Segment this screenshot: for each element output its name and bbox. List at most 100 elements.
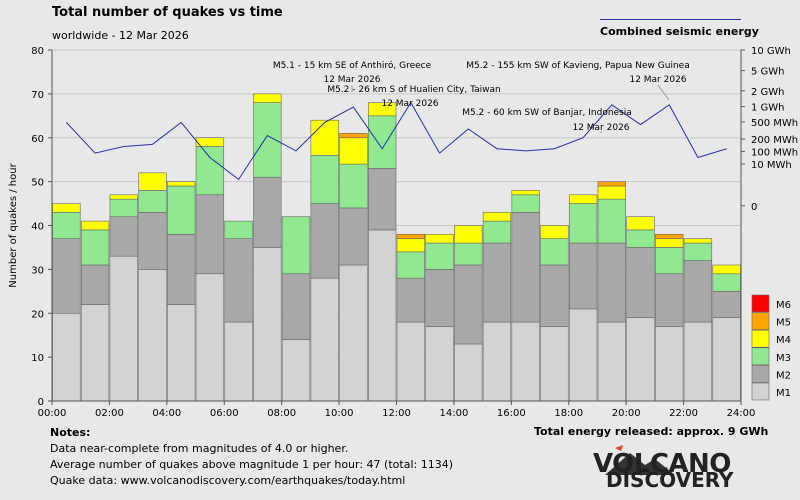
legend-swatch-M5 <box>751 312 770 330</box>
bar-M4-h9 <box>310 119 339 156</box>
x-tick-label-2: 04:00 <box>152 408 181 419</box>
logo-mark <box>605 445 675 475</box>
bar-M2-h16 <box>511 212 540 323</box>
bar-M5-h21 <box>655 233 684 239</box>
notes-line-3: Quake data: www.volcanodiscovery.com/ear… <box>50 474 406 487</box>
bar-M3-h8 <box>281 216 311 275</box>
bar-M4-h2 <box>109 194 138 200</box>
bar-M1-h8 <box>281 339 311 402</box>
energy-tick-label-5: 200 MWh <box>751 135 798 146</box>
x-tick-label-4: 08:00 <box>267 408 296 419</box>
bar-M5-h19 <box>597 181 626 187</box>
bar-M2-h17 <box>540 264 569 327</box>
bar-M2-h15 <box>482 242 512 323</box>
bar-M1-h22 <box>683 321 713 402</box>
total-energy-label: Total energy released: approx. 9 GWh <box>534 425 769 438</box>
x-tick-label-6: 12:00 <box>382 408 411 419</box>
x-tick-label-3: 06:00 <box>210 408 239 419</box>
logo-text-discovery: DISCOVERY <box>606 468 734 492</box>
bar-M3-h20 <box>626 229 655 248</box>
bar-M4-h5 <box>195 137 225 147</box>
bar-M2-h14 <box>454 264 483 345</box>
bar-M1-h7 <box>253 247 282 402</box>
y-tick-label-60: 60 <box>31 134 44 145</box>
bar-M4-h16 <box>511 190 540 196</box>
chart-subtitle: worldwide - 12 Mar 2026 <box>52 29 189 42</box>
chart-title: Total number of quakes vs time <box>52 5 283 20</box>
bar-M3-h14 <box>454 242 483 266</box>
notes-heading: Notes: <box>50 426 91 439</box>
bar-M1-h18 <box>568 308 598 402</box>
bar-M3-h12 <box>396 251 426 279</box>
y-tick-label-70: 70 <box>31 90 44 101</box>
annotation-pointer-3 <box>657 84 670 101</box>
bar-M1-h11 <box>367 229 397 402</box>
bar-M4-h3 <box>138 172 167 191</box>
energy-line <box>65 101 727 181</box>
annotation-text-1: M5.2 - 26 km S of Hualien City, Taiwan <box>327 85 500 95</box>
energy-tick-label-8: 0 <box>751 202 757 213</box>
chart-annotations: M5.1 - 15 km SE of Anthiró, Greece 12 Mar… <box>273 60 690 133</box>
bar-M2-h23 <box>712 291 741 318</box>
bar-M2-h12 <box>396 277 426 323</box>
energy-tick-label-0: 10 GWh <box>751 46 791 57</box>
y-tick-label-10: 10 <box>31 353 44 364</box>
x-tick-label-7: 14:00 <box>440 408 469 419</box>
y-tick-label-30: 30 <box>31 265 44 276</box>
legend-swatch-M1 <box>751 382 770 401</box>
bar-M1-h9 <box>310 277 339 402</box>
y-tick-label-40: 40 <box>31 222 44 233</box>
bar-M4-h12 <box>396 238 426 253</box>
bar-M4-h13 <box>425 233 454 244</box>
bar-M3-h9 <box>310 155 339 204</box>
bar-M2-h21 <box>655 273 684 327</box>
notes-block: Notes: Data near-complete from magnitude… <box>50 425 453 489</box>
bar-M3-h18 <box>568 203 598 244</box>
bar-M4-h4 <box>167 181 196 187</box>
bar-M1-h15 <box>482 321 512 402</box>
bar-M1-h2 <box>109 255 138 402</box>
bar-M1-h0 <box>52 312 81 402</box>
bar-M4-h19 <box>597 185 626 200</box>
bar-M2-h0 <box>52 238 81 314</box>
bar-M3-h21 <box>655 247 684 275</box>
bar-M4-h18 <box>568 194 598 204</box>
x-tick-label-12: 24:00 <box>727 408 756 419</box>
bar-M3-h1 <box>80 229 110 266</box>
bar-M2-h19 <box>597 242 626 323</box>
legend-label-M6: M6 <box>776 300 791 311</box>
bar-M2-h2 <box>109 216 138 257</box>
x-tick-label-8: 16:00 <box>497 408 526 419</box>
bar-M5-h10 <box>339 133 368 139</box>
bar-M2-h9 <box>310 203 339 279</box>
bar-M3-h0 <box>52 212 81 239</box>
bar-M3-h19 <box>597 198 626 244</box>
bar-M2-h18 <box>568 242 598 310</box>
bar-M3-h17 <box>540 238 569 266</box>
annotation-text-3: M5.2 - 155 km SW of Kavieng, Papua New G… <box>466 61 689 71</box>
x-tick-label-5: 10:00 <box>325 408 354 419</box>
bar-M4-h1 <box>80 220 110 231</box>
energy-legend-line <box>600 19 741 20</box>
bar-M3-h7 <box>253 102 282 178</box>
bar-M2-h20 <box>626 247 655 318</box>
legend-label-M1: M1 <box>776 388 791 399</box>
y-tick-label-80: 80 <box>31 46 44 57</box>
bar-M1-h19 <box>597 321 626 402</box>
bar-M1-h17 <box>540 326 569 402</box>
bar-M4-h14 <box>454 225 483 244</box>
legend-label-M5: M5 <box>776 318 791 329</box>
bar-M1-h4 <box>167 304 196 402</box>
bar-M2-h4 <box>167 233 196 305</box>
bar-M2-h22 <box>683 260 713 323</box>
chart-bars <box>52 93 741 402</box>
bar-M4-h10 <box>339 137 368 165</box>
bar-M4-h7 <box>253 93 282 103</box>
bar-M3-h2 <box>109 198 138 218</box>
bar-M2-h6 <box>224 238 253 323</box>
bar-M3-h11 <box>367 115 397 169</box>
y-tick-label-20: 20 <box>31 309 44 320</box>
bar-M1-h16 <box>511 321 540 402</box>
y-tick-label-50: 50 <box>31 178 44 189</box>
volcanodiscovery-logo: VOLCANO DISCOVERY <box>585 445 734 490</box>
